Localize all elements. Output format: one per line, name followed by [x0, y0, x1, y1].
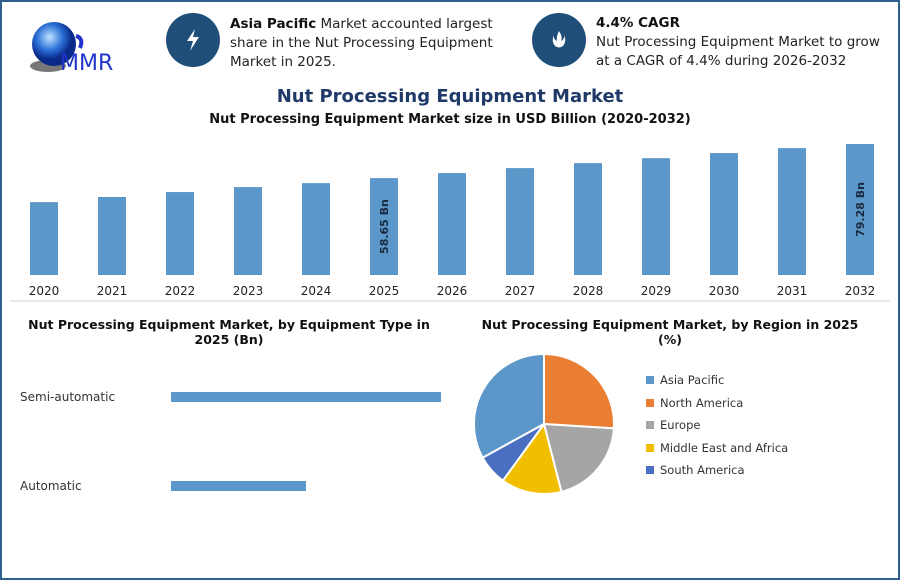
legend-item: Europe: [646, 418, 700, 432]
pie-slice-north-america: [543, 352, 615, 430]
x-tick-label: 2031: [777, 284, 808, 298]
svg-text:MMR: MMR: [60, 51, 113, 76]
bar-2029: [642, 158, 670, 275]
lightning-icon: [166, 13, 220, 67]
legend-swatch: [646, 421, 654, 429]
bar-2025: [370, 178, 398, 275]
bar-2020: [30, 202, 58, 275]
pie-slice-south-america: [481, 423, 545, 483]
highlight-cagr: 4.4% CAGR Nut Processing Equipment Market…: [596, 15, 880, 69]
bar-2022: [166, 192, 194, 275]
bar-2026: [438, 173, 466, 275]
x-tick-label: 2029: [641, 284, 672, 298]
x-tick-label: 2025: [369, 284, 400, 298]
data-label: 79.28 Bn: [854, 182, 867, 237]
x-tick-label: 2022: [165, 284, 196, 298]
bar-2028: [574, 163, 602, 275]
bar-chart-title: Nut Processing Equipment Market size in …: [209, 112, 691, 127]
x-tick-label: 2032: [845, 284, 876, 298]
pie-slice-middle-east-and-africa: [501, 421, 563, 495]
legend-item: Middle East and Africa: [646, 441, 788, 455]
x-tick-label: 2028: [573, 284, 604, 298]
bar-2021: [98, 197, 126, 275]
category-label: Semi-automatic: [20, 390, 115, 404]
pie-slice-europe: [542, 422, 615, 494]
data-label: 58.65 Bn: [378, 199, 391, 254]
x-tick-label: 2020: [29, 284, 60, 298]
mmr-logo: MMR: [30, 22, 113, 76]
bar-2030: [710, 153, 738, 275]
bar-2031: [778, 148, 806, 275]
bar-2023: [234, 187, 262, 275]
region-chart-title: Nut Processing Equipment Market, by Regi…: [481, 317, 859, 347]
category-label: Automatic: [20, 479, 82, 493]
flame-drop-icon: [532, 13, 586, 67]
legend-item: Asia Pacific: [646, 373, 724, 387]
legend-swatch: [646, 376, 654, 384]
pie-slice-asia-pacific: [473, 352, 545, 460]
x-tick-label: 2027: [505, 284, 536, 298]
x-tick-label: 2021: [97, 284, 128, 298]
legend-item: South America: [646, 463, 745, 477]
bar-automatic: [171, 481, 306, 491]
x-tick-label: 2023: [233, 284, 264, 298]
bar-semi-automatic: [171, 392, 441, 402]
legend-swatch: [646, 398, 654, 407]
highlight-asia-pacific: Asia Pacific Market accounted largest sh…: [230, 16, 493, 70]
bar-chart: 2020 2021 2022 2023 2024 2025 58.65 Bn 2026 2027…: [10, 144, 890, 302]
main-title: Nut Processing Equipment Market: [276, 86, 624, 107]
legend-label: South America: [660, 463, 745, 477]
legend-label: Middle East and Africa: [660, 440, 789, 455]
legend-swatch: [646, 466, 654, 474]
x-tick-label: 2026: [437, 284, 468, 298]
region-pie-chart: [473, 352, 615, 495]
legend-label: Asia Pacific: [660, 373, 725, 387]
equipment-bar-chart: Semi-automatic Automatic: [20, 390, 441, 493]
bar-2027: [506, 168, 534, 275]
x-tick-label: 2030: [709, 284, 740, 298]
equipment-chart-title: Nut Processing Equipment Market, by Equi…: [28, 317, 430, 347]
legend-label: Europe: [660, 418, 701, 432]
legend-label: North America: [660, 395, 744, 410]
legend-swatch: [646, 443, 654, 452]
legend-item: North America: [646, 396, 743, 410]
bar-2024: [302, 183, 330, 275]
x-tick-label: 2024: [301, 284, 332, 298]
bar-2032: [846, 144, 874, 275]
